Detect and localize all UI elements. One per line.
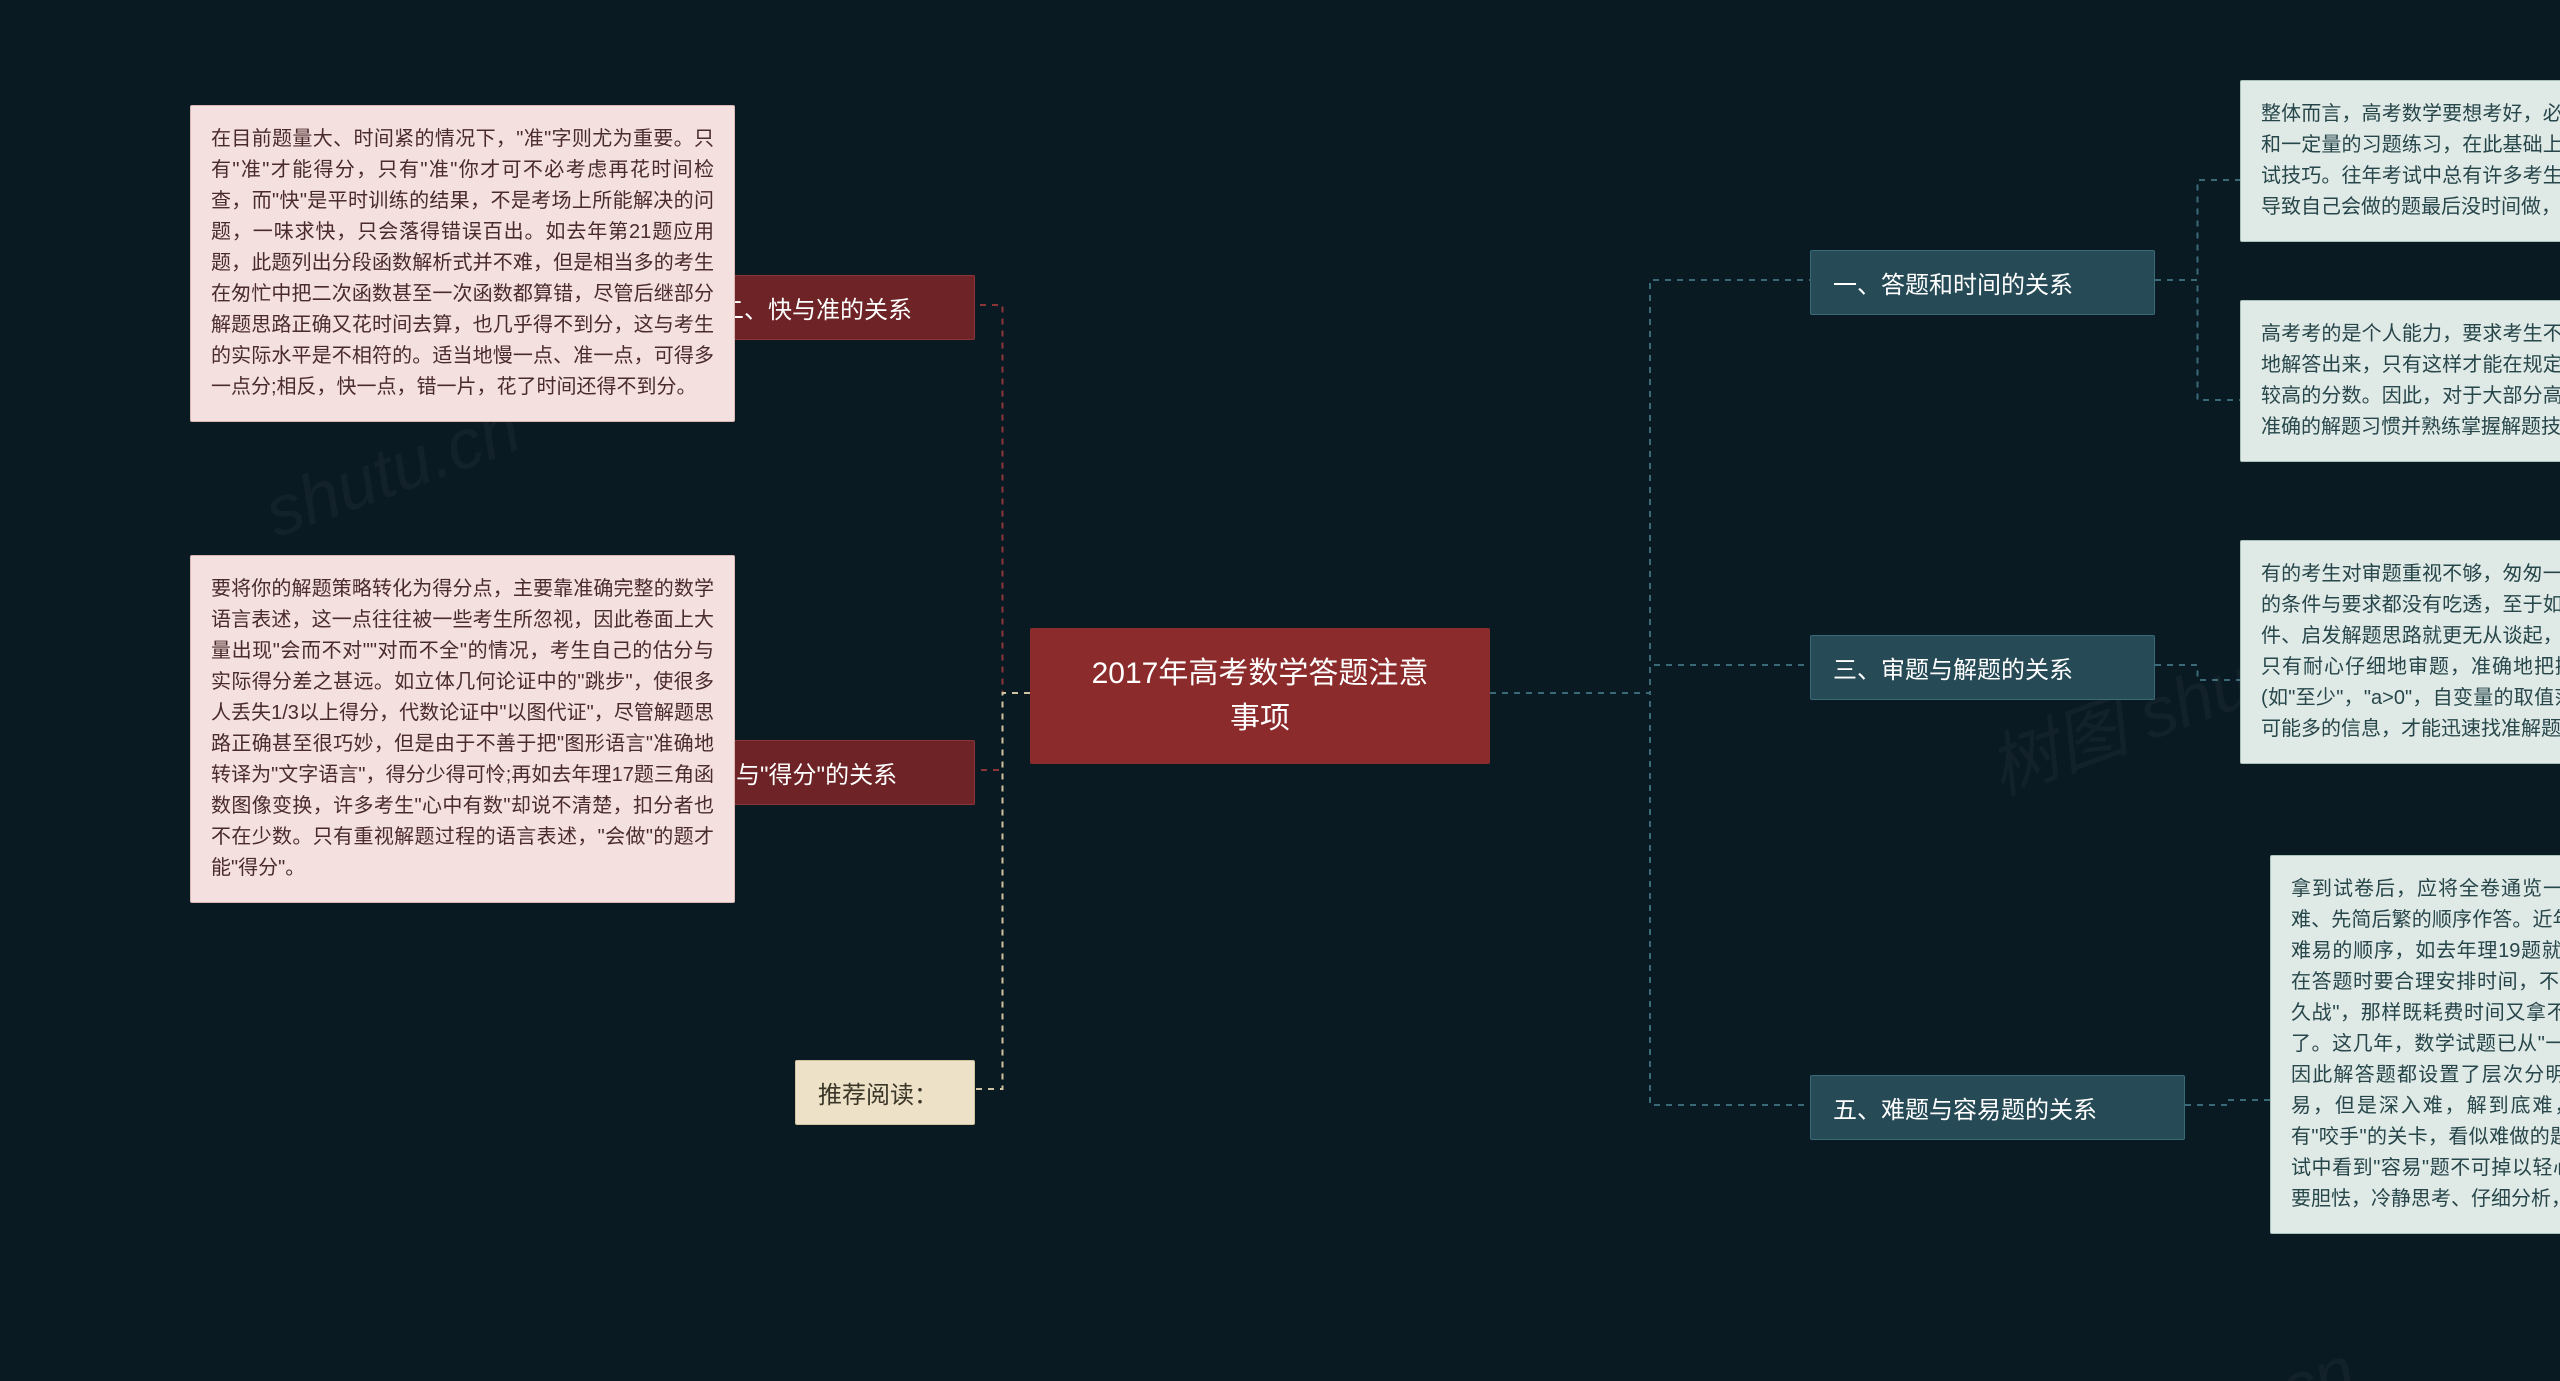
- branch-b1[interactable]: 一、答题和时间的关系: [1810, 250, 2155, 315]
- branch-b6[interactable]: 推荐阅读：: [795, 1060, 975, 1125]
- leaf-b3l1: 有的考生对审题重视不够，匆匆一看急于下笔，以致题目的条件与要求都没有吃透，至于如…: [2240, 540, 2560, 764]
- leaf-b4l1: 要将你的解题策略转化为得分点，主要靠准确完整的数学语言表述，这一点往往被一些考生…: [190, 555, 735, 903]
- leaf-b2l1: 在目前题量大、时间紧的情况下，"准"字则尤为重要。只有"准"才能得分，只有"准"…: [190, 105, 735, 422]
- branch-b2[interactable]: 二、快与准的关系: [697, 275, 975, 340]
- central-topic[interactable]: 2017年高考数学答题注意 事项: [1030, 628, 1490, 764]
- branch-b5[interactable]: 五、难题与容易题的关系: [1810, 1075, 2185, 1140]
- leaf-b5l1: 拿到试卷后，应将全卷通览一遍，一般来说应按先易后难、先简后繁的顺序作答。近年来考…: [2270, 855, 2560, 1234]
- leaf-b1l1: 整体而言，高考数学要想考好，必须要有扎实的基础知识和一定量的习题练习，在此基础上…: [2240, 80, 2560, 242]
- leaf-b1l2: 高考考的是个人能力，要求考生不但会做题还要准确快速地解答出来，只有这样才能在规定…: [2240, 300, 2560, 462]
- branch-b3[interactable]: 三、审题与解题的关系: [1810, 635, 2155, 700]
- watermark: cn: [2269, 1330, 2366, 1381]
